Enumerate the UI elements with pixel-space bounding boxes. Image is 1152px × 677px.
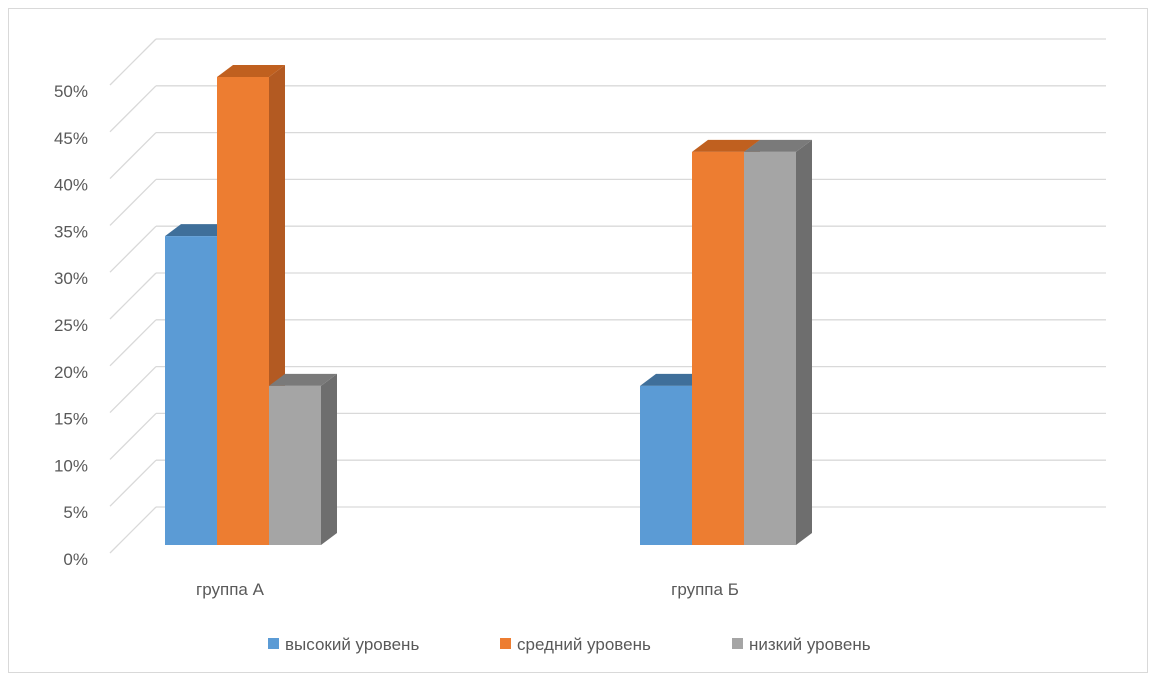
bar-side [796,139,812,545]
bar [269,373,337,545]
y-axis-ticks: 0% 5% 10% 15% 20% 25% 30% 35% 40% 45% 50% [54,82,88,569]
gridline-diagonal [109,366,157,414]
gridline-diagonal [109,225,157,273]
y-tick-label: 45% [54,129,88,148]
bar-top [640,373,708,386]
bar-front [165,236,217,545]
y-tick-label: 35% [54,222,88,241]
bars [165,65,812,545]
legend-swatch [500,638,511,649]
y-tick-label: 15% [54,410,88,429]
gridline-diagonal [109,459,157,507]
gridline-diagonal [109,319,157,367]
bar-front [217,77,269,545]
y-tick-label: 25% [54,316,88,335]
legend-label: средний уровень [517,635,651,654]
bar-side [321,373,337,545]
bar-front [744,151,796,545]
y-tick-label: 5% [63,503,88,522]
legend-item: высокий уровень [268,635,419,654]
x-tick-label: группа Б [671,580,739,599]
y-tick-label: 0% [63,550,88,569]
x-axis-labels: группа А группа Б [196,580,739,599]
bar-top [744,139,812,152]
legend-item: средний уровень [500,635,651,654]
bar-front [692,151,744,545]
gridline-diagonal [109,178,157,226]
legend-label: низкий уровень [749,635,871,654]
y-tick-label: 30% [54,269,88,288]
gridline-diagonal [109,85,157,133]
gridline-diagonal [109,38,157,86]
bar-top [269,373,337,386]
gridline-diagonal [109,272,157,320]
gridline-diagonal [109,132,157,180]
legend-item: низкий уровень [732,635,871,654]
y-tick-label: 20% [54,363,88,382]
y-tick-label: 40% [54,176,88,195]
bar-top [165,224,233,237]
legend-swatch [268,638,279,649]
bar [744,139,812,545]
bar-top [217,65,285,77]
y-tick-label: 10% [54,456,88,475]
legend-label: высокий уровень [285,635,419,654]
bar-front [640,385,692,545]
y-tick-label: 50% [54,82,88,101]
bar-front [269,385,321,545]
gridline-diagonal [109,506,157,554]
legend: высокий уровень средний уровень низкий уро… [268,635,871,654]
bar-top [692,139,760,152]
gridline-diagonal [109,412,157,460]
x-tick-label: группа А [196,580,265,599]
bar [217,65,285,545]
legend-swatch [732,638,743,649]
